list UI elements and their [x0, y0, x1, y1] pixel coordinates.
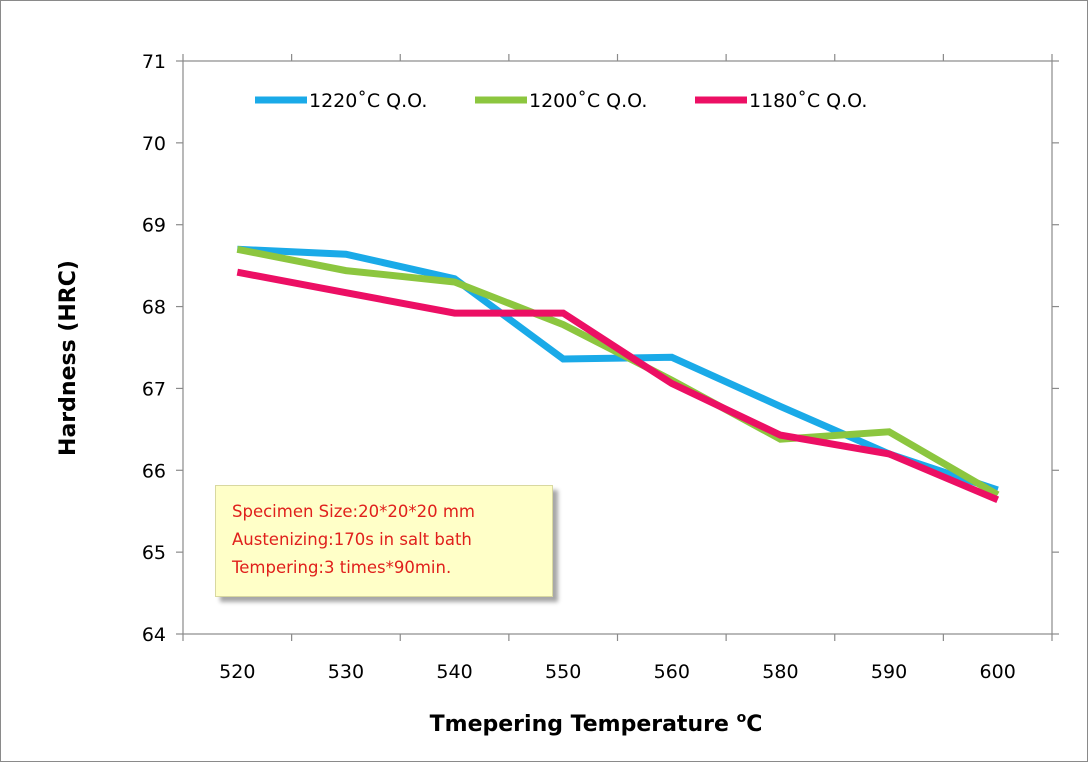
- y-tick-label: 68: [142, 297, 166, 319]
- y-tick-label: 70: [142, 133, 166, 155]
- annotation-box: Specimen Size:20*20*20 mm Austenizing:17…: [215, 485, 553, 597]
- series-line-2: [236, 245, 1000, 498]
- x-tick-label: 580: [762, 661, 798, 683]
- series-line-1: [237, 245, 999, 494]
- legend-label: 1220˚C Q.O.: [309, 90, 427, 112]
- x-tick-label: 590: [871, 661, 907, 683]
- y-tick-label: 65: [142, 542, 166, 564]
- x-axis-title-text: Tmepering Temperature: [430, 712, 729, 737]
- axes: [176, 54, 1059, 641]
- y-tick-label: 66: [142, 460, 166, 482]
- annotation-line-tempering: Tempering:3 times*90min.: [232, 558, 452, 577]
- tick-labels: 64 65 66 67 68 69 70 71 520 530 540 550 560 580 590 600: [142, 51, 1016, 683]
- annotation-line-specimen: Specimen Size:20*20*20 mm: [232, 502, 475, 521]
- x-tick-label: 520: [219, 661, 255, 683]
- series-line-3: [236, 268, 1000, 504]
- legend-label: 1180˚C Q.O.: [749, 90, 867, 112]
- x-axis-title: Tmepering Temperature oC: [430, 710, 763, 737]
- y-tick-label: 67: [142, 378, 166, 400]
- y-tick-label: 69: [142, 215, 166, 237]
- x-tick-label: 550: [545, 661, 581, 683]
- legend: 1220˚C Q.O. 1200˚C Q.O. 1180˚C Q.O.: [255, 90, 867, 112]
- legend-label: 1200˚C Q.O.: [529, 90, 647, 112]
- x-axis-unit: C: [746, 712, 762, 737]
- series-lines: [236, 245, 1000, 504]
- x-tick-label: 540: [436, 661, 472, 683]
- y-tick-label: 71: [142, 51, 166, 73]
- x-tick-label: 560: [654, 661, 690, 683]
- x-axis-unit-degree: o: [737, 710, 747, 726]
- x-tick-label: 530: [328, 661, 364, 683]
- x-tick-label: 600: [980, 661, 1016, 683]
- y-axis-title: Hardness (HRC): [56, 260, 81, 456]
- y-tick-label: 64: [142, 624, 166, 646]
- annotation-line-austenizing: Austenizing:170s in salt bath: [232, 530, 472, 549]
